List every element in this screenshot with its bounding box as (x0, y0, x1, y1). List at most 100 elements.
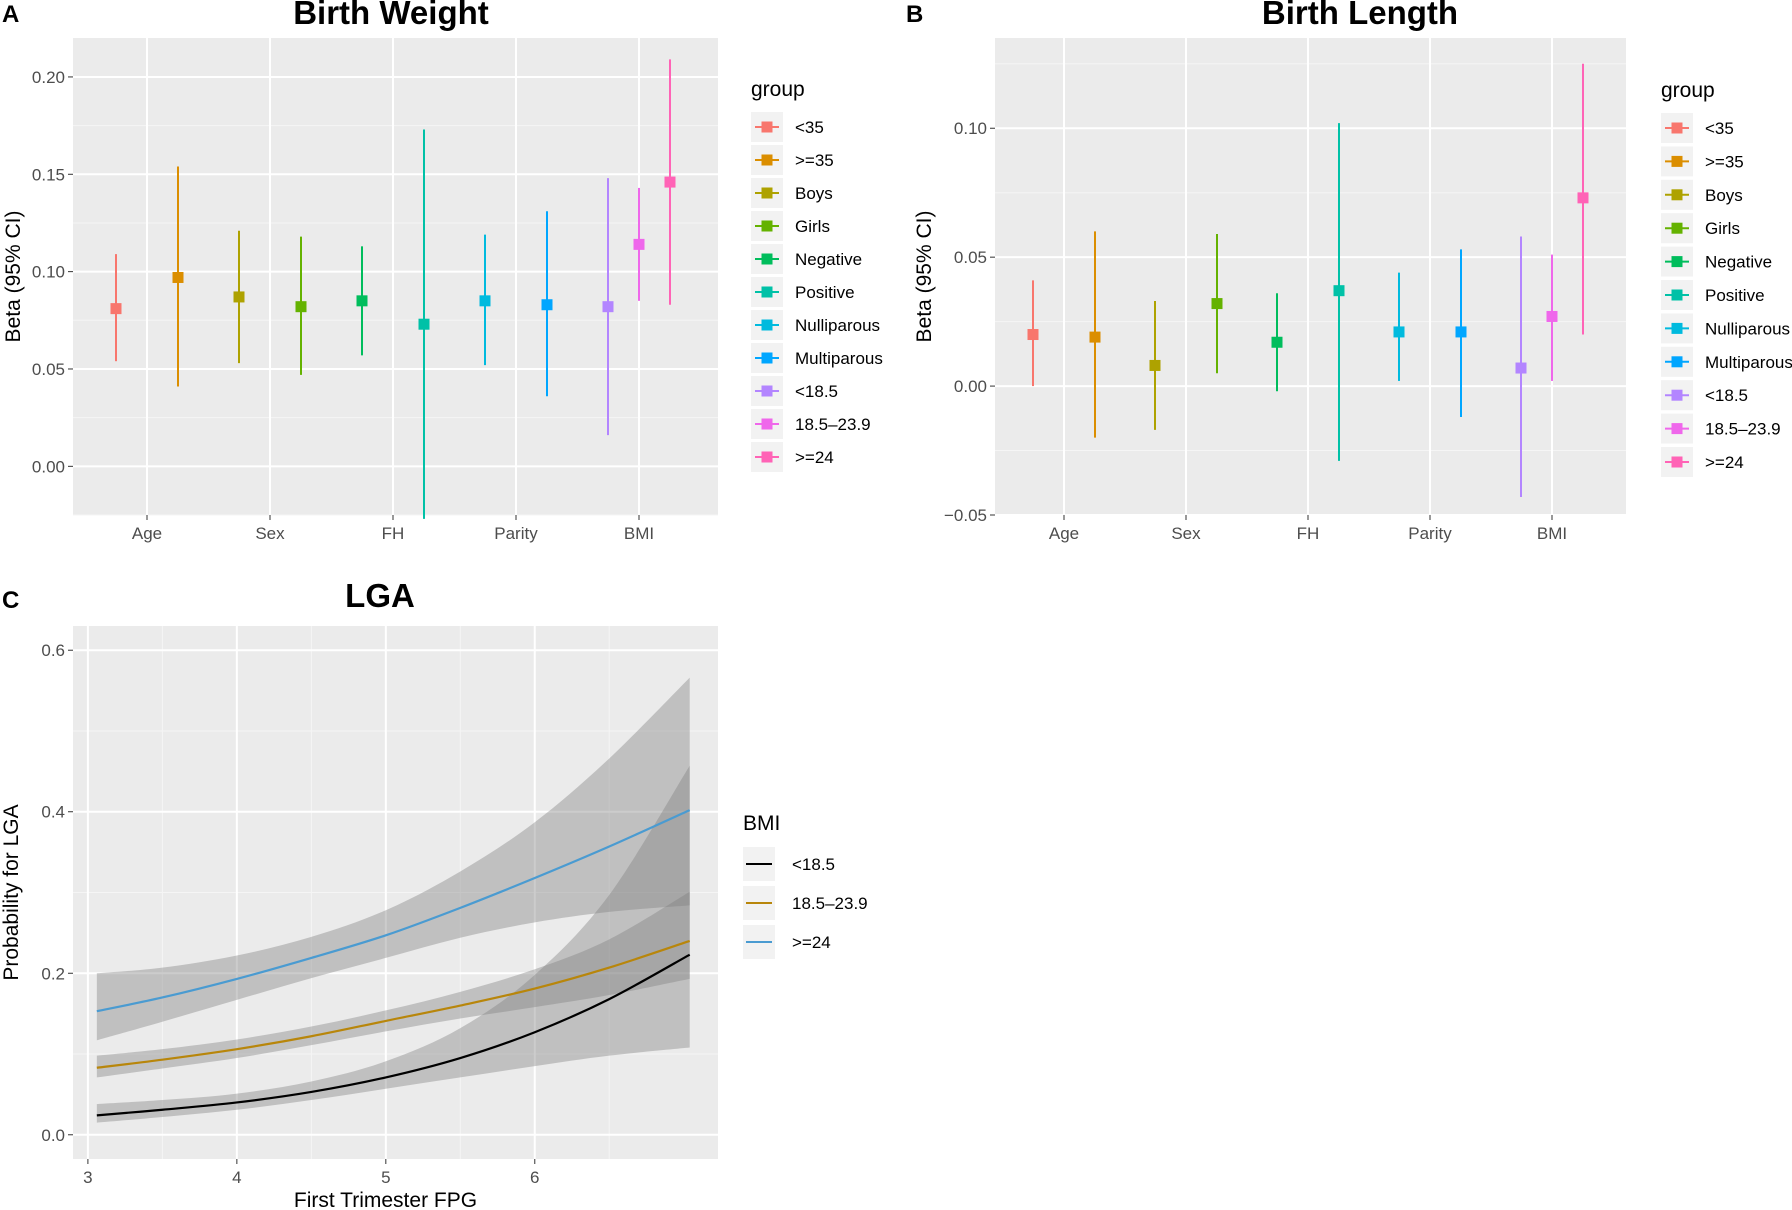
legend-item-35: <35 (751, 112, 824, 142)
legend-key-point (761, 385, 773, 397)
x-tick-label: Parity (494, 524, 538, 543)
legend-label: >=24 (1705, 453, 1744, 472)
panel-letter: A (2, 1, 19, 28)
y-axis-title: Beta (95% CI) (913, 211, 936, 343)
legend-item-35: >=35 (751, 145, 834, 175)
errorbar-24 (664, 59, 676, 305)
legend-item-girls: Girls (1661, 213, 1740, 244)
errorbar-35 (1089, 231, 1101, 438)
legend: group <35 >=35 Boys Girls Negative Positive Nul… (1661, 79, 1792, 477)
panel-a: A Birth Weight 0.00 0.05 0.10 0.15 0.20 Age Sex F… (2, 0, 883, 543)
legend-label: Girls (1705, 219, 1740, 238)
errorbar-girls (295, 236, 307, 375)
beta-point (633, 238, 645, 250)
beta-point (1271, 336, 1283, 348)
errorbar-18-5 (1515, 236, 1527, 497)
legend-title: group (1661, 79, 1715, 102)
legend-label: 18.5–23.9 (795, 415, 871, 434)
legend-item-24: >=24 (743, 925, 831, 959)
legend-title: BMI (743, 812, 780, 835)
errorbar-35 (1027, 280, 1039, 387)
legend-item-boys: Boys (751, 178, 833, 208)
legend-item-18-5: <18.5 (743, 847, 835, 881)
legend-item-positive: Positive (1661, 280, 1765, 310)
errorbar-multiparous (541, 211, 553, 397)
legend-key-point (761, 220, 773, 232)
plot-background (73, 38, 718, 515)
legend-key-point (1671, 189, 1683, 201)
legend-key-point (761, 418, 773, 430)
chart-title: Birth Length (1262, 0, 1458, 31)
legend-item-35: >=35 (1661, 146, 1744, 177)
beta-point (418, 318, 430, 330)
legend-title: group (751, 78, 805, 101)
ci-ribbon-18-5 (96, 765, 690, 1123)
y-tick-label: 0.00 (32, 457, 65, 476)
errorbar-boys (233, 230, 245, 364)
y-tick-label: 0.10 (32, 263, 65, 282)
legend-label: Positive (1705, 286, 1765, 305)
beta-point (602, 301, 614, 313)
beta-point (110, 303, 122, 315)
legend-label: <18.5 (1705, 386, 1748, 405)
beta-point (1027, 329, 1039, 341)
legend-key-point (761, 253, 773, 265)
legend-item-boys: Boys (1661, 179, 1743, 210)
legend-item-18-5-23-9: 18.5–23.9 (1661, 413, 1781, 444)
panel-letter: C (2, 587, 19, 614)
x-tick-label: 4 (232, 1168, 241, 1187)
legend-item-18-5-23-9: 18.5–23.9 (743, 886, 868, 920)
errorbar-multiparous (1455, 249, 1467, 418)
legend-label: >=35 (795, 151, 834, 170)
legend-item-positive: Positive (751, 277, 855, 307)
legend-label: <18.5 (792, 855, 835, 874)
beta-point (356, 295, 368, 307)
x-tick-label: BMI (624, 524, 654, 543)
errorbar-18-5-23-9 (1546, 254, 1558, 381)
errorbar-18-5 (602, 178, 614, 436)
legend-key-point (761, 286, 773, 298)
legend-key-point (761, 319, 773, 331)
errorbar-nulliparous (1393, 272, 1405, 381)
legend-item-18-5-23-9: 18.5–23.9 (751, 409, 871, 439)
ci-ribbon-24 (96, 677, 690, 1041)
legend-label: Negative (1705, 253, 1772, 272)
legend-label: Girls (795, 217, 830, 236)
legend-item-negative: Negative (1661, 246, 1772, 277)
x-tick-label: Sex (255, 524, 285, 543)
y-tick-label: 0.15 (32, 165, 65, 184)
beta-point (1393, 326, 1405, 338)
legend-label: <18.5 (795, 382, 838, 401)
legend-item-multiparous: Multiparous (751, 343, 883, 373)
legend-label: <35 (1705, 119, 1734, 138)
legend-key-point (1671, 322, 1683, 334)
panel-letter: B (906, 1, 923, 28)
y-tick-label: 0.2 (41, 964, 65, 983)
legend-key-point (1671, 155, 1683, 167)
chart-title: LGA (345, 577, 415, 614)
y-tick-label: −0.05 (944, 506, 987, 525)
legend-key-point (761, 154, 773, 166)
series-line-24 (96, 809, 691, 1013)
errorbar-boys (1149, 300, 1161, 430)
ci-ribbon-18-5-23-9 (96, 891, 690, 1078)
y-tick-label: 0.0 (41, 1126, 65, 1145)
x-tick-label: Age (132, 524, 162, 543)
legend-label: Nulliparous (1705, 319, 1790, 338)
beta-point (1455, 326, 1467, 338)
legend-item-18-5: <18.5 (751, 376, 838, 406)
x-tick-label: Sex (1171, 524, 1201, 543)
y-tick-label: 0.10 (954, 119, 987, 138)
errorbar-positive (1333, 123, 1345, 461)
legend-item-24: >=24 (751, 442, 834, 472)
y-tick-label: 0.05 (32, 360, 65, 379)
y-tick-label: 0.4 (41, 803, 65, 822)
legend-item-negative: Negative (751, 244, 862, 274)
legend-key-point (1671, 122, 1683, 134)
legend-key-point (761, 187, 773, 199)
legend-item-18-5: <18.5 (1661, 380, 1748, 411)
legend-item-35: <35 (1661, 113, 1734, 143)
legend-key-point (761, 352, 773, 364)
beta-point (1333, 285, 1345, 297)
